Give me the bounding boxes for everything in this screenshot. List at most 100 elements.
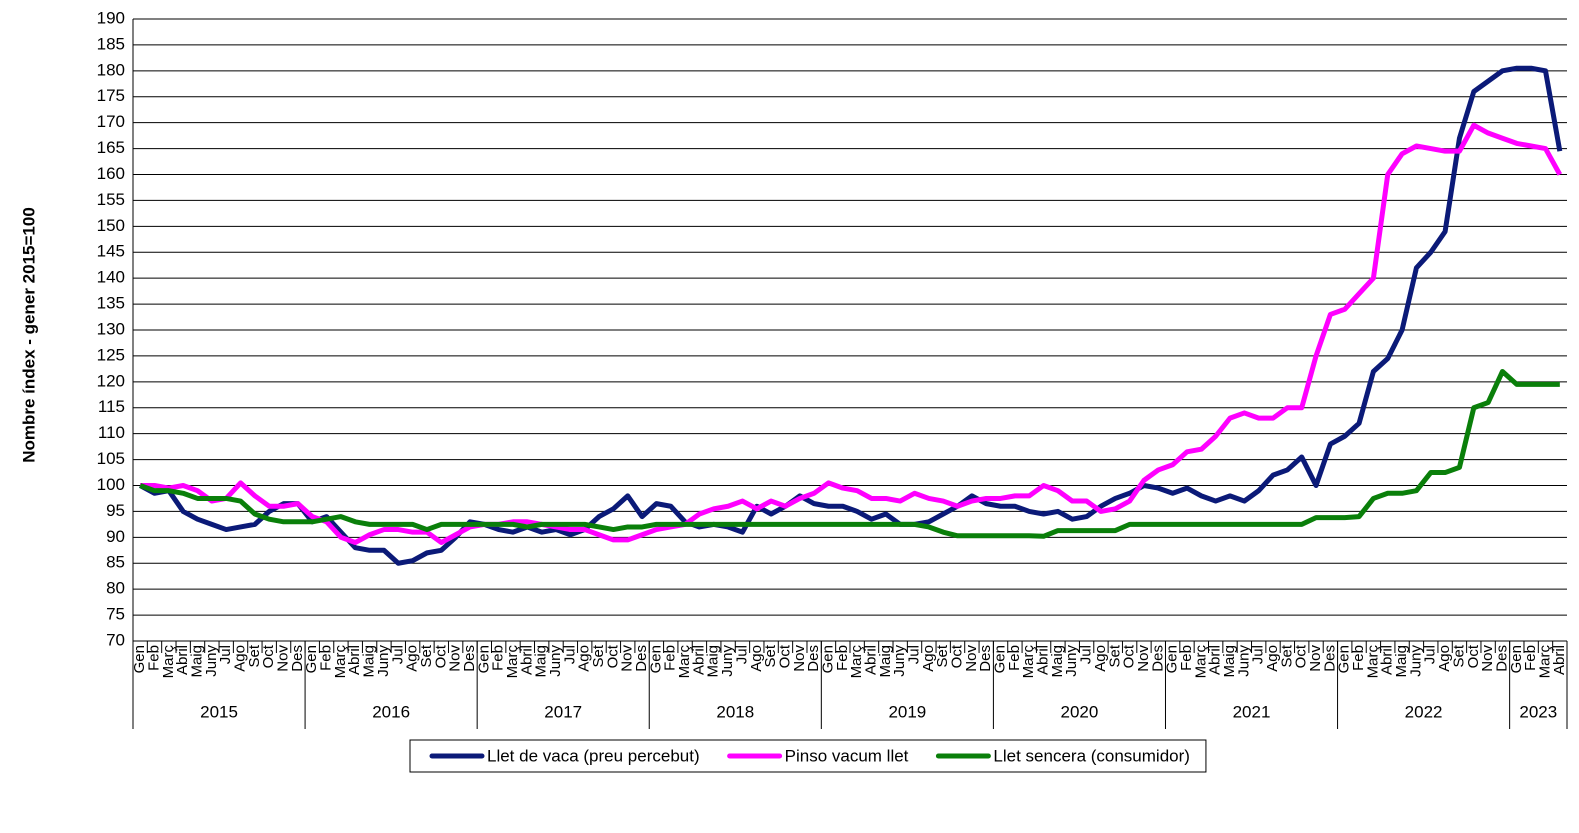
x-tick-label: Nov xyxy=(275,645,292,672)
x-tick-label: Gen xyxy=(992,645,1009,673)
legend xyxy=(409,739,1207,773)
x-tick-label: Nov xyxy=(1479,645,1496,672)
y-tick-label: 165 xyxy=(97,138,125,157)
y-tick-label: 180 xyxy=(97,60,125,79)
x-tick-label: Oct xyxy=(1465,644,1482,668)
x-tick-label: Nov xyxy=(963,645,980,672)
y-tick-label: 190 xyxy=(97,8,125,27)
x-tick-label: Nov xyxy=(447,645,464,672)
x-tick-label: Març xyxy=(1364,645,1381,679)
x-tick-label: Feb xyxy=(834,645,851,671)
legend-label: Pinso vacum llet xyxy=(785,746,909,765)
x-tick-label: Abril xyxy=(1207,645,1224,675)
y-tick-label: 95 xyxy=(106,501,125,520)
x-tick-label: Març xyxy=(676,645,693,679)
legend-label: Llet de vaca (preu percebut) xyxy=(487,746,700,765)
x-tick-label: Jul xyxy=(733,645,750,664)
x-tick-label: Nov xyxy=(1307,645,1324,672)
x-tick-label: Maig xyxy=(361,645,378,678)
x-tick-label: Març xyxy=(1020,645,1037,679)
x-tick-label: Jul xyxy=(905,645,922,664)
x-tick-label: Des xyxy=(805,645,822,672)
group-label: 2016 xyxy=(372,702,410,721)
x-tick-label: Oct xyxy=(604,644,621,668)
x-tick-label: Abril xyxy=(174,645,191,675)
y-tick-label: 170 xyxy=(97,112,125,131)
x-tick-label: Abril xyxy=(1379,645,1396,675)
x-tick-label: Des xyxy=(1321,645,1338,672)
x-tick-label: Abril xyxy=(518,645,535,675)
x-tick-label: Maig xyxy=(1221,645,1238,678)
y-tick-label: 140 xyxy=(97,268,125,287)
x-tick-label: Abril xyxy=(1551,645,1568,675)
x-tick-label: Oct xyxy=(260,644,277,668)
x-tick-label: Set xyxy=(418,644,435,667)
x-tick-label: Juny xyxy=(547,645,564,677)
x-tick-label: Gen xyxy=(1508,645,1525,673)
group-label: 2019 xyxy=(888,702,926,721)
x-tick-label: Feb xyxy=(662,645,679,671)
x-tick-label: Oct xyxy=(776,644,793,668)
x-tick-label: Jul xyxy=(217,645,234,664)
y-tick-label: 80 xyxy=(106,579,125,598)
group-label: 2017 xyxy=(544,702,582,721)
x-tick-label: Maig xyxy=(1393,645,1410,678)
y-tick-label: 120 xyxy=(97,371,125,390)
x-tick-label: Març xyxy=(1192,645,1209,679)
x-tick-label: Ago xyxy=(1092,645,1109,672)
x-tick-label: Maig xyxy=(877,645,894,678)
x-tick-label: Ago xyxy=(1436,645,1453,672)
x-tick-label: Feb xyxy=(490,645,507,671)
x-tick-label: Set xyxy=(590,644,607,667)
x-tick-label: Des xyxy=(289,645,306,672)
group-label: 2015 xyxy=(200,702,238,721)
y-tick-label: 185 xyxy=(97,34,125,53)
x-tick-label: Abril xyxy=(346,645,363,675)
x-tick-label: Gen xyxy=(131,645,148,673)
x-tick-label: Març xyxy=(1536,645,1553,679)
x-tick-label: Gen xyxy=(303,645,320,673)
x-tick-label: Des xyxy=(1493,645,1510,672)
y-tick-label: 110 xyxy=(98,423,125,442)
x-tick-label: Ago xyxy=(404,645,421,672)
y-tick-label: 115 xyxy=(98,397,125,416)
x-tick-label: Ago xyxy=(1264,645,1281,672)
x-tick-label: Abril xyxy=(862,645,879,675)
x-tick-label: Nov xyxy=(619,645,636,672)
y-tick-label: 105 xyxy=(97,449,125,468)
y-tick-label: 85 xyxy=(106,553,125,572)
x-tick-label: Set xyxy=(246,644,263,667)
series-line xyxy=(139,368,1560,539)
x-tick-label: Jul xyxy=(1078,645,1095,664)
y-tick-label: 75 xyxy=(106,605,125,624)
x-tick-label: Feb xyxy=(1522,645,1539,671)
y-tick-label: 100 xyxy=(97,475,125,494)
x-tick-label: Juny xyxy=(1407,645,1424,677)
x-tick-label: Juny xyxy=(1063,645,1080,677)
x-tick-label: Maig xyxy=(705,645,722,678)
x-tick-label: Feb xyxy=(318,645,335,671)
x-tick-label: Jul xyxy=(561,645,578,664)
x-tick-label: Gen xyxy=(1164,645,1181,673)
legend-label: Llet sencera (consumidor) xyxy=(993,746,1190,765)
x-tick-label: Nov xyxy=(791,645,808,672)
x-tick-label: Març xyxy=(504,645,521,679)
x-tick-label: Abril xyxy=(1035,645,1052,675)
x-tick-label: Gen xyxy=(819,645,836,673)
group-label: 2023 xyxy=(1519,702,1557,721)
y-tick-label: 145 xyxy=(97,242,125,261)
x-tick-label: Set xyxy=(934,644,951,667)
x-tick-label: Set xyxy=(1450,644,1467,667)
group-label: 2018 xyxy=(716,702,754,721)
x-tick-label: Maig xyxy=(1049,645,1066,678)
y-tick-label: 160 xyxy=(97,164,125,183)
x-tick-label: Juny xyxy=(375,645,392,677)
x-tick-label: Ago xyxy=(748,645,765,672)
y-axis-title: Nombre índex - gener 2015=100 xyxy=(19,207,38,463)
x-tick-label: Nov xyxy=(1135,645,1152,672)
x-tick-label: Gen xyxy=(475,645,492,673)
x-tick-label: Juny xyxy=(719,645,736,677)
y-tick-label: 90 xyxy=(106,527,125,546)
x-tick-label: Des xyxy=(977,645,994,672)
x-tick-label: Oct xyxy=(1121,644,1138,668)
